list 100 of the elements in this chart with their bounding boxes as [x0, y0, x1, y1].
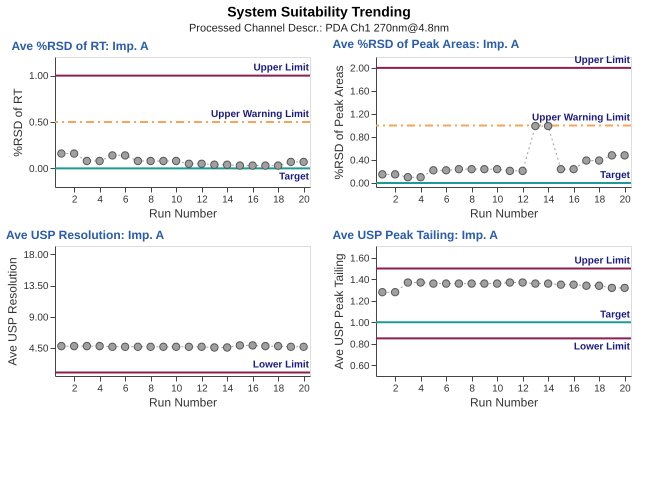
x-tick-label: 6 — [444, 384, 450, 394]
x-tick-label: 8 — [148, 194, 154, 206]
x-tick-label: 18 — [594, 384, 606, 394]
x-tick-label: 6 — [122, 384, 129, 394]
x-tick-label: 20 — [620, 384, 632, 394]
x-tick-label: 2 — [72, 194, 78, 206]
point — [531, 279, 540, 288]
point — [518, 278, 527, 287]
x-tick-label: 16 — [568, 194, 580, 206]
point — [467, 279, 476, 288]
y-tick-label: 1.60 — [350, 253, 370, 264]
ref-line-label: Upper Warning Limit — [211, 109, 310, 120]
x-tick-label: 14 — [222, 384, 234, 394]
y-tick-label: 2.00 — [350, 63, 370, 74]
point — [467, 164, 476, 174]
point — [480, 279, 489, 288]
x-tick-label: 18 — [273, 194, 285, 206]
x-tick-label: 14 — [543, 384, 555, 394]
ref-line-label: Upper Warning Limit — [532, 112, 631, 124]
x-tick-label: 18 — [273, 384, 285, 394]
x-tick-label: 18 — [594, 194, 606, 206]
x-tick-label: 14 — [222, 194, 234, 206]
y-tick-label: 1.20 — [350, 296, 370, 308]
x-tick-label: 4 — [97, 384, 104, 394]
point — [594, 156, 604, 165]
y-tick-label: 1.00 — [29, 71, 49, 82]
x-tick-label: 2 — [392, 194, 399, 206]
x-tick-label: 20 — [620, 194, 632, 206]
y-tick-label: 0.50 — [29, 118, 49, 128]
point — [442, 166, 450, 175]
point — [378, 170, 387, 179]
x-tick-label: 6 — [444, 194, 450, 206]
x-tick-label: 10 — [492, 194, 504, 206]
point — [454, 164, 464, 174]
point — [248, 161, 257, 170]
ref-line-label: Upper Limit — [574, 256, 631, 267]
text: System Suitability Trending — [227, 3, 411, 20]
point — [286, 158, 296, 166]
chart-title: Ave USP Peak Tailing: Imp. A — [332, 228, 498, 242]
ref-line-label: Target — [600, 309, 631, 320]
y-axis-title: Ave USP Resolution — [5, 257, 20, 366]
x-tick-label: 12 — [518, 194, 530, 206]
ref-line-label: Upper Limit — [253, 62, 310, 74]
ref-line-label: Target — [279, 171, 310, 182]
point — [416, 173, 425, 182]
y-tick-label: 9.00 — [29, 312, 49, 324]
x-tick-label: 2 — [392, 384, 399, 394]
y-tick-label: 1.00 — [350, 318, 370, 329]
point — [620, 151, 629, 160]
point — [569, 280, 578, 289]
point — [608, 284, 616, 292]
point — [108, 151, 117, 160]
point — [378, 288, 387, 296]
point — [390, 170, 400, 179]
point — [197, 160, 206, 168]
point — [120, 151, 130, 160]
point — [492, 164, 502, 174]
point — [159, 156, 168, 166]
x-axis-title: Run Number — [470, 206, 538, 220]
point — [569, 164, 578, 174]
point — [390, 288, 400, 296]
point — [620, 284, 629, 292]
point — [506, 278, 514, 287]
y-tick-label: 1.60 — [350, 86, 370, 98]
x-tick-label: 4 — [418, 194, 424, 206]
x-tick-label: 20 — [298, 384, 310, 394]
point — [184, 160, 194, 168]
x-tick-label: 16 — [568, 384, 580, 394]
ref-line-label: Upper Limit — [574, 54, 631, 66]
x-tick-label: 8 — [469, 194, 476, 206]
chart-title: Ave USP Resolution: Imp. A — [6, 228, 165, 242]
point — [556, 280, 566, 289]
x-tick-label: 14 — [543, 194, 555, 206]
y-tick-label: 1.40 — [350, 274, 370, 286]
x-tick-label: 12 — [196, 194, 208, 206]
point — [442, 279, 450, 288]
point — [134, 156, 142, 166]
y-axis-title: Ave USP Peak Tailing — [332, 253, 346, 370]
point — [261, 161, 270, 170]
y-tick-label: 1.20 — [350, 109, 370, 120]
point — [404, 173, 412, 182]
y-tick-label: 0.00 — [29, 164, 49, 175]
x-tick-label: 6 — [122, 194, 129, 206]
x-tick-label: 20 — [298, 194, 310, 206]
point — [429, 166, 438, 175]
point — [82, 156, 92, 166]
chart-title: Ave %RSD of Peak Areas: Imp. A — [332, 36, 520, 51]
y-tick-label: 18.00 — [23, 250, 49, 261]
point — [429, 279, 438, 288]
x-axis-title: Run Number — [148, 396, 218, 410]
point — [518, 166, 527, 176]
y-tick-label: 0.00 — [350, 178, 370, 190]
x-tick-label: 12 — [518, 384, 530, 394]
point — [582, 156, 591, 165]
x-tick-label: 8 — [148, 384, 154, 394]
x-tick-label: 4 — [418, 384, 424, 394]
point — [480, 164, 489, 174]
y-tick-label: 0.80 — [350, 339, 370, 350]
x-axis-title: Run Number — [470, 396, 538, 410]
y-tick-label: 0.60 — [350, 360, 370, 372]
